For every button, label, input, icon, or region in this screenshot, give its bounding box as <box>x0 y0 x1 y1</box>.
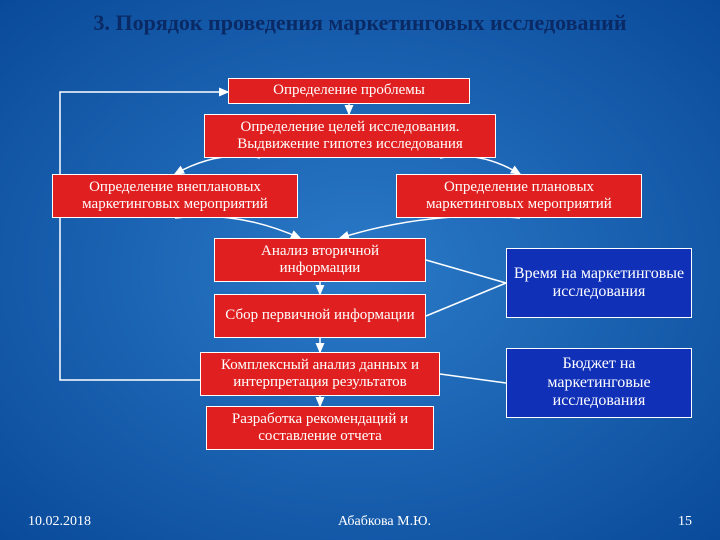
flowchart-box-blue1: Время на маркетинговые исследования <box>506 248 692 318</box>
flowchart-box-b4: Определение плановых маркетинговых мероп… <box>396 174 642 218</box>
flowchart-box-b5: Анализ вторичной информации <box>214 238 426 282</box>
flowchart-box-b3: Определение внеплановых маркетинговых ме… <box>52 174 298 218</box>
slide-title: 3. Порядок проведения маркетинговых иссл… <box>0 0 720 44</box>
footer: 10.02.2018 Абабкова М.Ю. 15 <box>0 514 720 530</box>
flowchart-box-blue2: Бюджет на маркетинговые исследования <box>506 348 692 418</box>
slide-content: 3. Порядок проведения маркетинговых иссл… <box>0 0 720 540</box>
flowchart-box-b6: Сбор первичной информации <box>214 294 426 338</box>
footer-page: 15 <box>678 514 692 530</box>
flowchart-box-b2: Определение целей исследования. Выдвижен… <box>204 114 496 158</box>
footer-author: Абабкова М.Ю. <box>338 514 431 530</box>
flowchart-box-b7: Комплексный анализ данных и интерпретаци… <box>200 352 440 396</box>
footer-date: 10.02.2018 <box>28 514 91 530</box>
flowchart-box-b1: Определение проблемы <box>228 78 470 104</box>
flowchart-box-b8: Разработка рекомендаций и составление от… <box>206 406 434 450</box>
